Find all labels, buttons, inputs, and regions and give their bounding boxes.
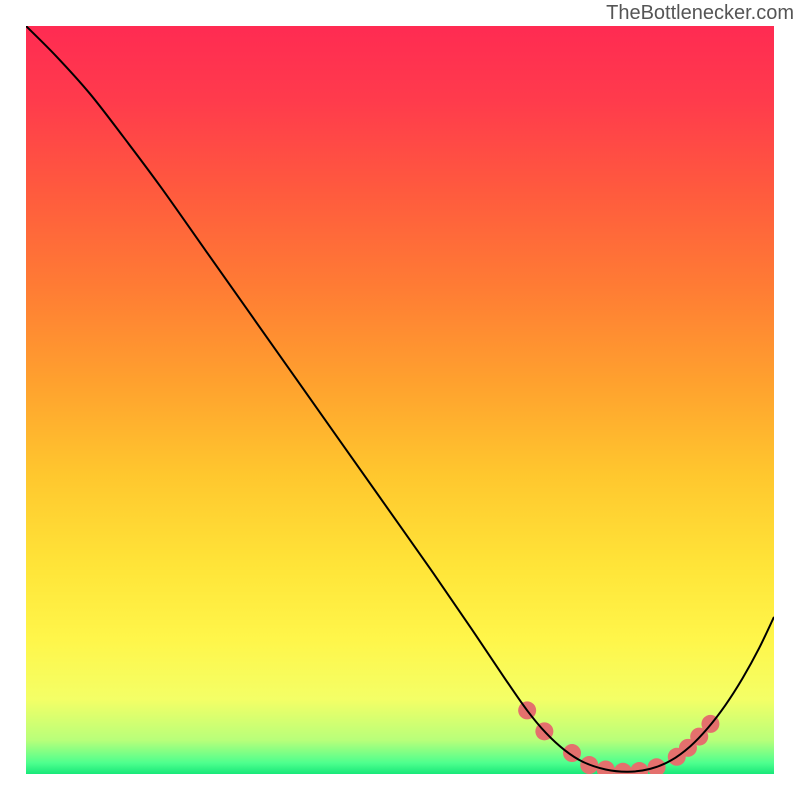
watermark-text: TheBottlenecker.com: [606, 2, 794, 25]
gradient-fill: [26, 26, 774, 774]
chart-svg: [0, 0, 800, 800]
